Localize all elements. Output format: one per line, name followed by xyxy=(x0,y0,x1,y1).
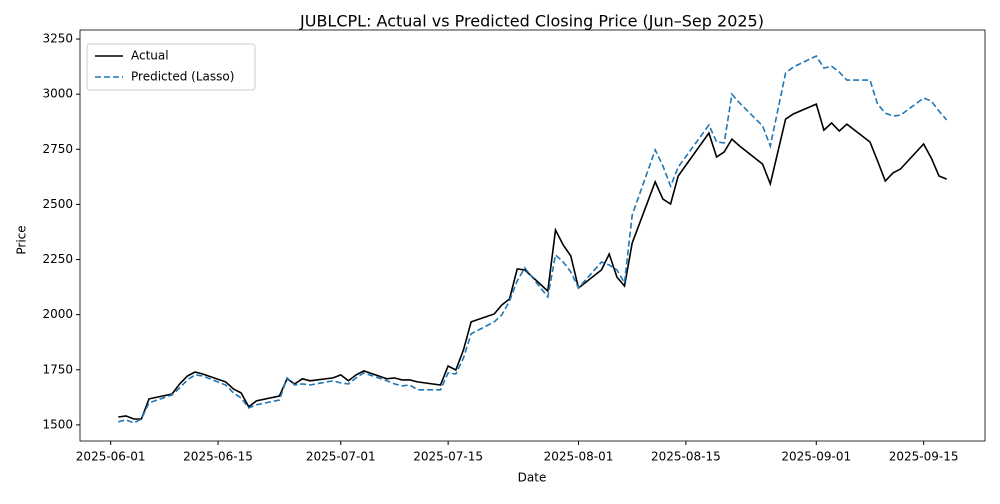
x-tick-label: 2025-09-01 xyxy=(781,450,851,464)
y-tick-label: 1500 xyxy=(42,417,73,431)
x-tick-label: 2025-07-01 xyxy=(306,450,376,464)
y-tick-label: 2250 xyxy=(42,252,73,266)
data-line xyxy=(118,103,947,420)
y-tick-label: 2500 xyxy=(42,197,73,211)
x-tick-label: 2025-07-15 xyxy=(413,450,483,464)
x-tick-label: 2025-06-15 xyxy=(183,450,253,464)
x-tick-label: 2025-06-01 xyxy=(76,450,146,464)
y-tick-label: 2000 xyxy=(42,307,73,321)
y-tick-label: 3250 xyxy=(42,32,73,46)
x-tick-label: 2025-08-01 xyxy=(544,450,614,464)
y-tick-label: 1750 xyxy=(42,362,73,376)
data-line xyxy=(118,54,948,424)
x-tick-label: 2025-08-15 xyxy=(651,450,721,464)
y-tick-label: 3000 xyxy=(42,87,73,101)
legend-label: Actual xyxy=(131,49,169,63)
chart-title: JUBLCPL: Actual vs Predicted Closing Pri… xyxy=(299,12,764,31)
legend-label: Predicted (Lasso) xyxy=(131,70,234,84)
y-axis-label: Price xyxy=(15,225,29,254)
x-axis-label: Date xyxy=(518,471,547,485)
legend-box xyxy=(86,43,256,91)
x-tick-label: 2025-09-15 xyxy=(889,450,959,464)
plot-frame xyxy=(79,29,986,442)
y-tick-label: 2750 xyxy=(42,142,73,156)
